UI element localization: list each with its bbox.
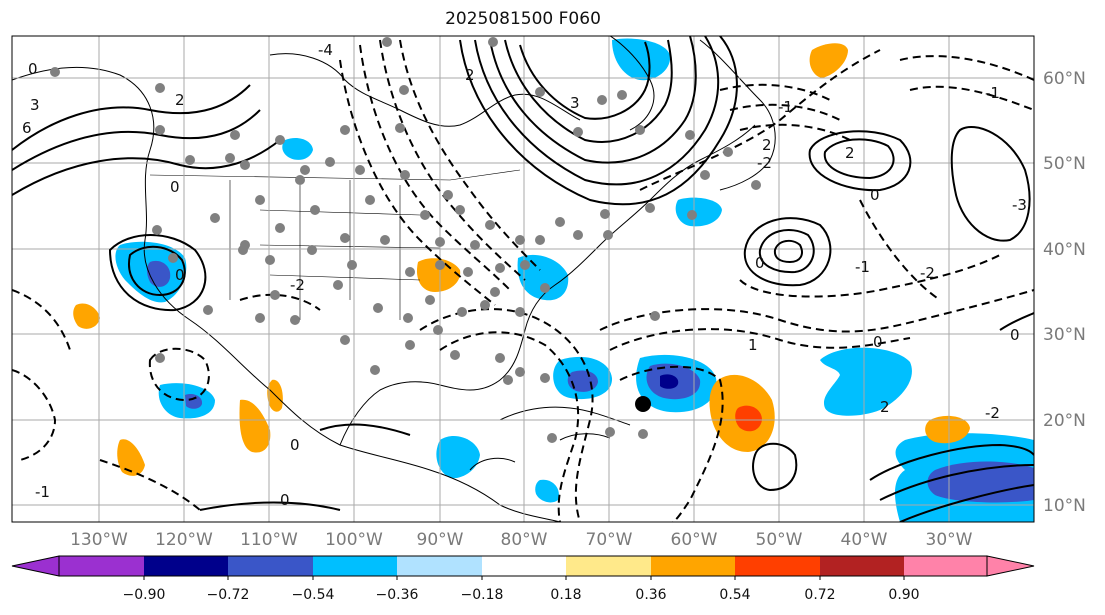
colorbar-frame	[58, 555, 988, 577]
colorbar-segment	[228, 556, 313, 576]
contour-label: -2	[985, 404, 1000, 422]
colorbar-tick: −0.54	[292, 587, 335, 603]
lon-label: 90°W	[417, 530, 464, 550]
colorbar-segment	[904, 556, 987, 576]
contour-label: -1	[778, 98, 793, 116]
contour-label: 2	[845, 144, 855, 162]
map-frame	[11, 35, 1035, 523]
contour-label: -4	[318, 41, 333, 59]
anomaly-fills	[73, 38, 1034, 522]
contour-label: -1	[985, 84, 1000, 102]
colorbar-segment	[651, 556, 735, 576]
lat-label: 30°N	[1043, 325, 1086, 345]
colorbar-segment	[735, 556, 820, 576]
contour-label: -2	[757, 154, 772, 172]
lon-label: 100°W	[325, 530, 383, 550]
contour-label: -3	[1012, 196, 1027, 214]
colorbar: −0.90 −0.72 −0.54 −0.36 −0.18 0.18 0.36 …	[11, 555, 1035, 603]
lat-label: 10°N	[1043, 496, 1086, 516]
contour-label: 0	[870, 186, 880, 204]
colorbar-tick: −0.36	[376, 587, 419, 603]
contour-label: 3	[30, 96, 40, 114]
coastlines	[12, 36, 776, 522]
colorbar-tick: −0.72	[207, 587, 250, 603]
contour-label: 0	[873, 333, 883, 351]
lon-label: 60°W	[671, 530, 718, 550]
contour-label: 2	[880, 398, 890, 416]
contour-label: 6	[22, 119, 32, 137]
colorbar-tick: 0.36	[635, 587, 666, 603]
contour-label: 0	[28, 60, 38, 78]
longitude-labels: 130°W 120°W 110°W 100°W 90°W 80°W 70°W 6…	[70, 530, 973, 550]
latitude-labels: 60°N 50°N 40°N 30°N 20°N 10°N	[1043, 69, 1086, 516]
contour-label: -2	[290, 276, 305, 294]
contour-label: 0	[1010, 326, 1020, 344]
colorbar-segment	[397, 556, 482, 576]
contour-label: -1	[35, 483, 50, 501]
colorbar-segment	[482, 556, 566, 576]
colorbar-segment	[59, 556, 144, 576]
lon-label: 110°W	[240, 530, 298, 550]
station-markers	[50, 37, 761, 443]
contour-label: 1	[748, 336, 758, 354]
lon-label: 80°W	[501, 530, 548, 550]
colorbar-tick: −0.18	[461, 587, 504, 603]
colorbar-tick: 0.54	[719, 587, 750, 603]
negative-contours	[12, 39, 1034, 522]
lon-label: 70°W	[586, 530, 633, 550]
lon-label: 50°W	[756, 530, 803, 550]
positive-contours	[12, 36, 1034, 522]
contour-label: -1	[855, 258, 870, 276]
contour-label: 3	[570, 94, 580, 112]
lon-label: 130°W	[70, 530, 128, 550]
contour-labels: 0 2 3 6 0 -2 -4 2 3 2 -2 0 -1 0 0 2 -1 -…	[22, 41, 1027, 509]
contour-label: 0	[170, 178, 180, 196]
colorbar-tick: 0.90	[888, 587, 919, 603]
lat-label: 60°N	[1043, 69, 1086, 89]
lon-label: 120°W	[155, 530, 213, 550]
colorbar-extend-min	[11, 555, 60, 577]
lat-label: 20°N	[1043, 411, 1086, 431]
contour-label: 0	[175, 266, 185, 284]
state-borders	[149, 169, 521, 320]
contour-label: -2	[920, 264, 935, 282]
colorbar-segment	[820, 556, 904, 576]
colorbar-segment	[566, 556, 651, 576]
contour-label: 2	[762, 136, 772, 154]
lat-label: 40°N	[1043, 240, 1086, 260]
contour-label: 2	[175, 91, 185, 109]
contour-label: 0	[280, 491, 290, 509]
colorbar-segment	[313, 556, 397, 576]
colorbar-tick: 0.18	[550, 587, 581, 603]
lat-label: 50°N	[1043, 154, 1086, 174]
colorbar-extend-max	[986, 555, 1035, 577]
lon-label: 40°W	[841, 530, 888, 550]
contour-label: 0	[755, 254, 765, 272]
contour-label: 2	[465, 66, 475, 84]
contour-label: 0	[290, 436, 300, 454]
lon-label: 30°W	[926, 530, 973, 550]
colorbar-tick: −0.90	[123, 587, 166, 603]
colorbar-segment	[144, 556, 228, 576]
map-title: 2025081500 F060	[445, 9, 601, 29]
colorbar-tick: 0.72	[804, 587, 835, 603]
storm-center-marker	[635, 396, 651, 412]
